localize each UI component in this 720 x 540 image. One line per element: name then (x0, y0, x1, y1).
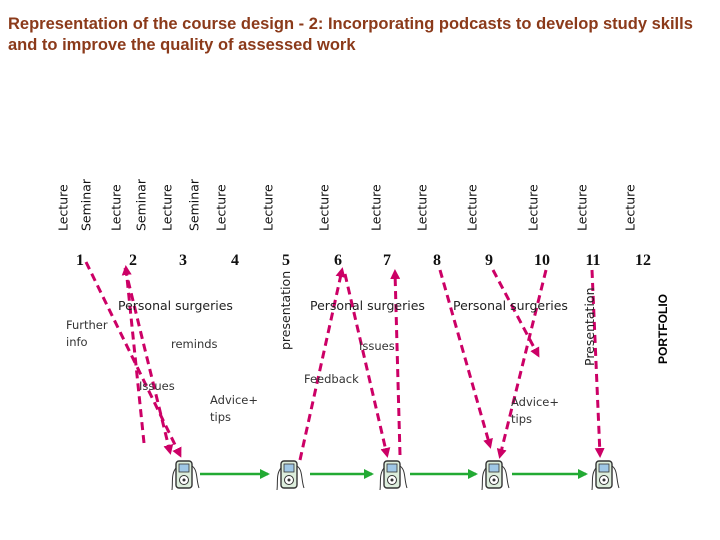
page-title: Representation of the course design - 2:… (8, 15, 693, 54)
week-number-5: 5 (282, 252, 290, 269)
further-info-label: Further info (66, 318, 108, 349)
podcast-player-icon-3 (379, 460, 408, 491)
reminds-label: reminds (171, 337, 218, 351)
week-number-12: 12 (635, 252, 651, 269)
advice-tips-label-1: Advice+ tips (210, 393, 258, 424)
presentation-label-1: presentation (278, 270, 293, 350)
week-number-10: 10 (534, 252, 550, 269)
week-number-3: 3 (179, 252, 187, 269)
week-number-1: 1 (76, 252, 84, 269)
week-number-6: 6 (334, 252, 342, 269)
personal-surgeries-label-1: Personal surgeries (118, 298, 233, 313)
podcast-player-icon-1 (171, 460, 200, 491)
week-number-11: 11 (585, 252, 601, 269)
week-number-4: 4 (231, 252, 239, 269)
personal-surgeries-label-3: Personal surgeries (453, 298, 568, 313)
week-number-8: 8 (433, 252, 441, 269)
issues-label-2: Issues (359, 339, 395, 353)
dashed-arrows (84, 261, 605, 461)
personal-surgeries-label-2: Personal surgeries (310, 298, 425, 313)
presentation-label-2: Presentation (582, 287, 597, 366)
advice-tips-label-2: Advice+ tips (511, 395, 559, 426)
week-number-2: 2 (129, 252, 137, 269)
podcast-player-icon-2 (276, 460, 305, 491)
podcast-player-icon-5 (591, 460, 620, 491)
week-number-9: 9 (485, 252, 493, 269)
issues-label-1: Issues (139, 379, 175, 393)
week-number-7: 7 (383, 252, 391, 269)
feedback-label: Feedback (304, 372, 359, 386)
podcast-player-icon-4 (481, 460, 510, 491)
portfolio-label: PORTFOLIO (656, 294, 670, 364)
